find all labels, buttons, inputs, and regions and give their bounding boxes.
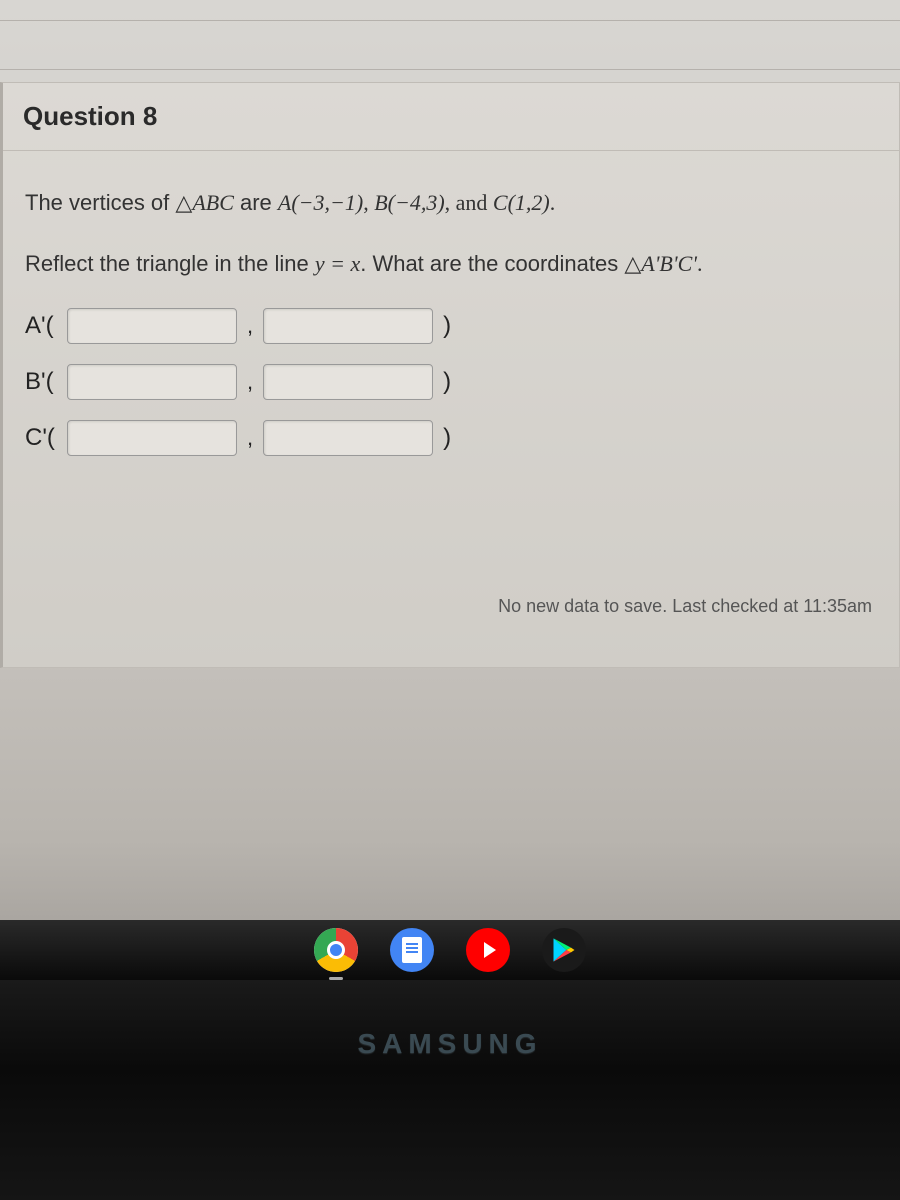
input-c-y[interactable] (263, 420, 433, 456)
input-b-y[interactable] (263, 364, 433, 400)
question-title: Question 8 (23, 101, 157, 131)
triangle-symbol-2: △ (624, 251, 641, 276)
input-b-x[interactable] (67, 364, 237, 400)
docs-icon[interactable] (390, 928, 434, 972)
answer-row-b: B'( , ) (25, 364, 877, 400)
taskbar (0, 920, 900, 980)
chrome-icon[interactable] (314, 928, 358, 972)
line2-mid: . What are the coordinates (360, 251, 624, 276)
active-indicator (329, 977, 343, 980)
problem-line-1: The vertices of △ABC are A(−3,−1), B(−4,… (25, 186, 877, 219)
sep2: , and (445, 190, 493, 215)
label-b-prime: B'( (25, 368, 67, 396)
answer-row-a: A'( , ) (25, 308, 877, 344)
text-pre: The vertices of (25, 190, 175, 215)
youtube-icon[interactable] (466, 928, 510, 972)
save-status: No new data to save. Last checked at 11:… (25, 596, 877, 617)
answer-row-c: C'( , ) (25, 420, 877, 456)
point-c: C(1,2) (493, 190, 550, 215)
sep1: , (363, 190, 374, 215)
laptop-bezel (0, 980, 900, 1200)
text-mid: are (234, 190, 278, 215)
triangle-symbol: △ (175, 190, 192, 215)
question-card: Question 8 The vertices of △ABC are A(−3… (0, 82, 900, 668)
line-eq: y = x (315, 251, 360, 276)
period: . (550, 190, 556, 215)
label-a-prime: A'( (25, 312, 67, 340)
input-a-y[interactable] (263, 308, 433, 344)
laptop-brand: SAMSUNG (0, 1028, 900, 1060)
close-paren-a: ) (443, 312, 451, 340)
period-2: . (697, 251, 703, 276)
point-a: A(−3,−1) (278, 190, 363, 215)
problem-line-2: Reflect the triangle in the line y = x. … (25, 247, 877, 280)
triangle-prime: A'B'C' (641, 251, 697, 276)
label-c-prime: C'( (25, 424, 67, 452)
comma: , (247, 369, 253, 395)
line2-pre: Reflect the triangle in the line (25, 251, 315, 276)
close-paren-c: ) (443, 424, 451, 452)
input-a-x[interactable] (67, 308, 237, 344)
input-c-x[interactable] (67, 420, 237, 456)
close-paren-b: ) (443, 368, 451, 396)
quiz-page: Question 8 The vertices of △ABC are A(−3… (0, 0, 900, 668)
question-header: Question 8 (3, 83, 899, 151)
divider-top (0, 20, 900, 70)
point-b: B(−4,3) (374, 190, 444, 215)
triangle-name: ABC (192, 190, 234, 215)
comma: , (247, 313, 253, 339)
comma: , (247, 425, 253, 451)
play-store-icon[interactable] (542, 928, 586, 972)
question-body: The vertices of △ABC are A(−3,−1), B(−4,… (3, 151, 899, 667)
